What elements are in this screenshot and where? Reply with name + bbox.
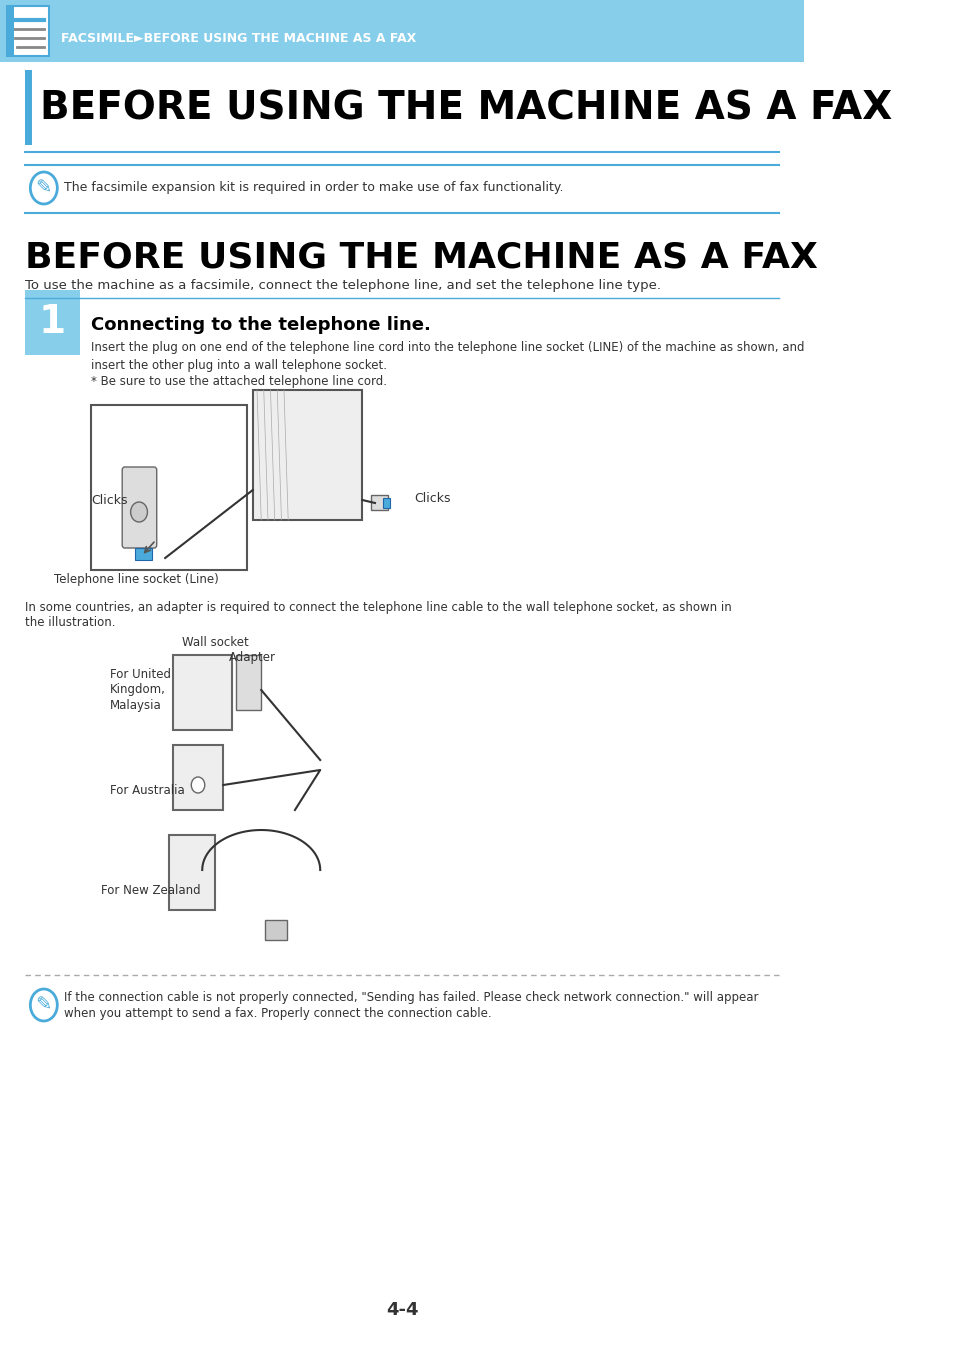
Text: Telephone line socket (Line): Telephone line socket (Line) — [54, 574, 218, 586]
Bar — [172, 745, 223, 810]
Text: The facsimile expansion kit is required in order to make use of fax functionalit: The facsimile expansion kit is required … — [64, 181, 563, 194]
Text: Connecting to the telephone line.: Connecting to the telephone line. — [91, 316, 431, 333]
Text: BEFORE USING THE MACHINE AS A FAX: BEFORE USING THE MACHINE AS A FAX — [40, 89, 892, 127]
Bar — [0, 0, 803, 62]
Text: If the connection cable is not properly connected, "Sending has failed. Please c: If the connection cable is not properly … — [64, 991, 758, 1003]
Text: In some countries, an adapter is required to connect the telephone line cable to: In some countries, an adapter is require… — [25, 602, 731, 614]
Bar — [25, 70, 32, 144]
Bar — [169, 836, 214, 910]
Circle shape — [192, 778, 205, 792]
Text: For New Zealand: For New Zealand — [101, 883, 200, 896]
Text: Clicks: Clicks — [415, 491, 451, 505]
Text: BEFORE USING THE MACHINE AS A FAX: BEFORE USING THE MACHINE AS A FAX — [25, 242, 818, 275]
Text: 4-4: 4-4 — [385, 1301, 417, 1319]
Text: insert the other plug into a wall telephone socket.: insert the other plug into a wall teleph… — [91, 359, 387, 371]
Bar — [235, 655, 261, 710]
Bar — [9, 5, 14, 55]
Bar — [265, 919, 286, 940]
Text: the illustration.: the illustration. — [25, 616, 115, 629]
FancyBboxPatch shape — [122, 467, 156, 548]
Text: For United
Kingdom,
Malaysia: For United Kingdom, Malaysia — [110, 668, 171, 711]
Text: FACSIMILE►BEFORE USING THE MACHINE AS A FAX: FACSIMILE►BEFORE USING THE MACHINE AS A … — [61, 31, 416, 45]
Text: Adapter: Adapter — [229, 651, 276, 663]
Bar — [172, 655, 232, 730]
Text: when you attempt to send a fax. Properly connect the connection cable.: when you attempt to send a fax. Properly… — [64, 1007, 491, 1019]
Text: * Be sure to use the attached telephone line cord.: * Be sure to use the attached telephone … — [91, 375, 387, 389]
Bar — [91, 405, 247, 570]
Text: Insert the plug on one end of the telephone line cord into the telephone line so: Insert the plug on one end of the teleph… — [91, 342, 803, 355]
Bar — [383, 498, 390, 508]
Bar — [134, 548, 152, 560]
Circle shape — [131, 502, 148, 522]
Bar — [371, 495, 387, 510]
Bar — [25, 290, 80, 355]
Bar — [7, 5, 49, 55]
Text: ✎: ✎ — [35, 178, 52, 197]
Text: For Australia: For Australia — [110, 783, 184, 796]
Bar — [253, 390, 362, 520]
Text: Wall socket: Wall socket — [181, 636, 248, 649]
Text: Clicks: Clicks — [91, 494, 128, 506]
Text: To use the machine as a facsimile, connect the telephone line, and set the telep: To use the machine as a facsimile, conne… — [25, 278, 660, 292]
Text: 1: 1 — [39, 302, 66, 342]
Text: ✎: ✎ — [35, 995, 52, 1014]
